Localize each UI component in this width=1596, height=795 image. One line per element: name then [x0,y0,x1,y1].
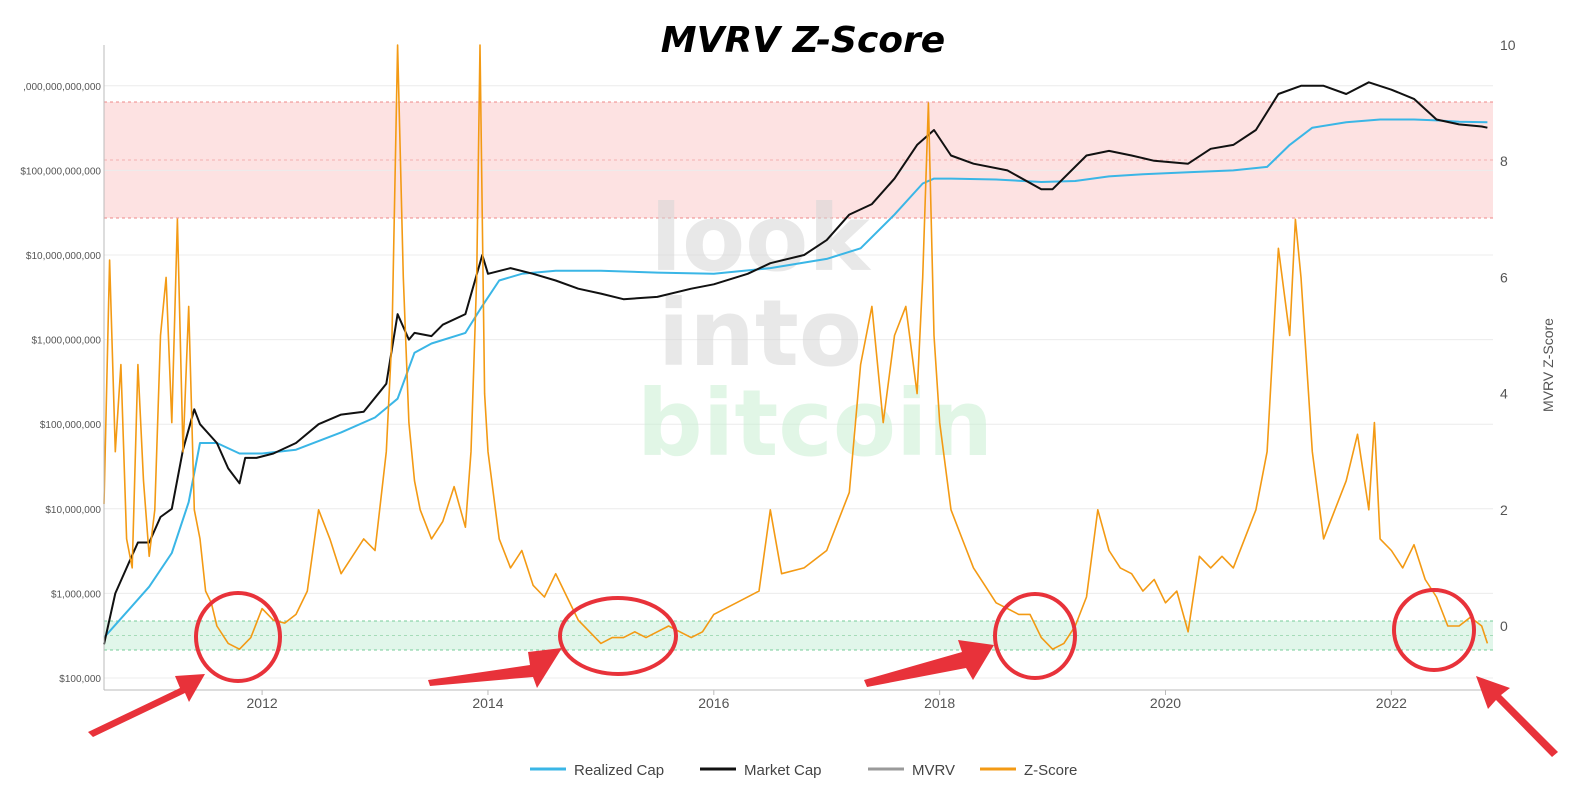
legend-label: Z-Score [1024,762,1077,779]
y-left-tick-label: $100,000,000,000 [20,166,101,177]
x-tick-label: 2014 [472,695,503,711]
series-lines [103,44,1489,651]
bottom-zone-band [104,621,1493,650]
y-left-tick-label: $1,000,000,000 [31,336,101,347]
arrow-icon [428,648,562,688]
highlight-circle-2012 [194,591,282,683]
y-right-tick-label: 4 [1500,386,1508,402]
y-left-tick-label: $1,000,000 [51,589,101,600]
y-left-tick-label: $100,000 [59,674,101,685]
arrow-icon [88,674,205,737]
highlight-circle-2015 [558,596,678,676]
legend-label: Market Cap [744,762,822,779]
x-tick-label: 2012 [247,695,278,711]
x-tick-label: 2018 [924,695,955,711]
y-left-ticks: $100,000 $1,000,000 $10,000,000 $100,000,00… [20,82,101,685]
chart-title: MVRV Z-Score [661,20,945,61]
y-right-ticks: 10 8 6 4 2 0 [1500,37,1516,634]
x-tick-label: 2022 [1376,695,1407,711]
gridlines [104,85,1493,679]
y-right-tick-label: 10 [1500,37,1516,53]
series-line-market-cap [103,81,1488,645]
watermark-word: into [658,280,862,387]
x-tick-label: 2016 [698,695,729,711]
y-right-tick-label: 8 [1500,153,1508,169]
y-left-tick-label: $10,000,000,000 [26,251,102,262]
y-left-tick-label: ,000,000,000,000 [23,82,101,93]
highlight-circle-2019 [993,592,1077,680]
watermark-word: bitcoin [637,370,993,477]
axes [103,45,1493,691]
arrow-icon [864,640,994,687]
right-axis-label: MVRV Z-Score [1540,318,1556,412]
y-left-tick-label: $100,000,000 [40,420,102,431]
y-left-tick-label: $10,000,000 [45,505,101,516]
x-tick-label: 2020 [1150,695,1181,711]
arrow-icon [1476,676,1558,757]
highlight-circle-2022 [1392,588,1476,672]
series-line-realized-cap [103,118,1488,639]
series-line-z-score [103,44,1489,651]
legend: Realized Cap Market Cap MVRV Z-Score [530,762,1077,779]
annotations [88,588,1558,757]
x-ticks: 2012 2014 2016 2018 2020 2022 [247,690,1407,711]
y-right-tick-label: 0 [1500,618,1508,634]
y-right-tick-label: 6 [1500,269,1508,285]
legend-label: Realized Cap [574,762,664,779]
watermark-word: look [650,185,871,292]
y-right-tick-label: 2 [1500,502,1508,518]
legend-label: MVRV [912,762,955,779]
